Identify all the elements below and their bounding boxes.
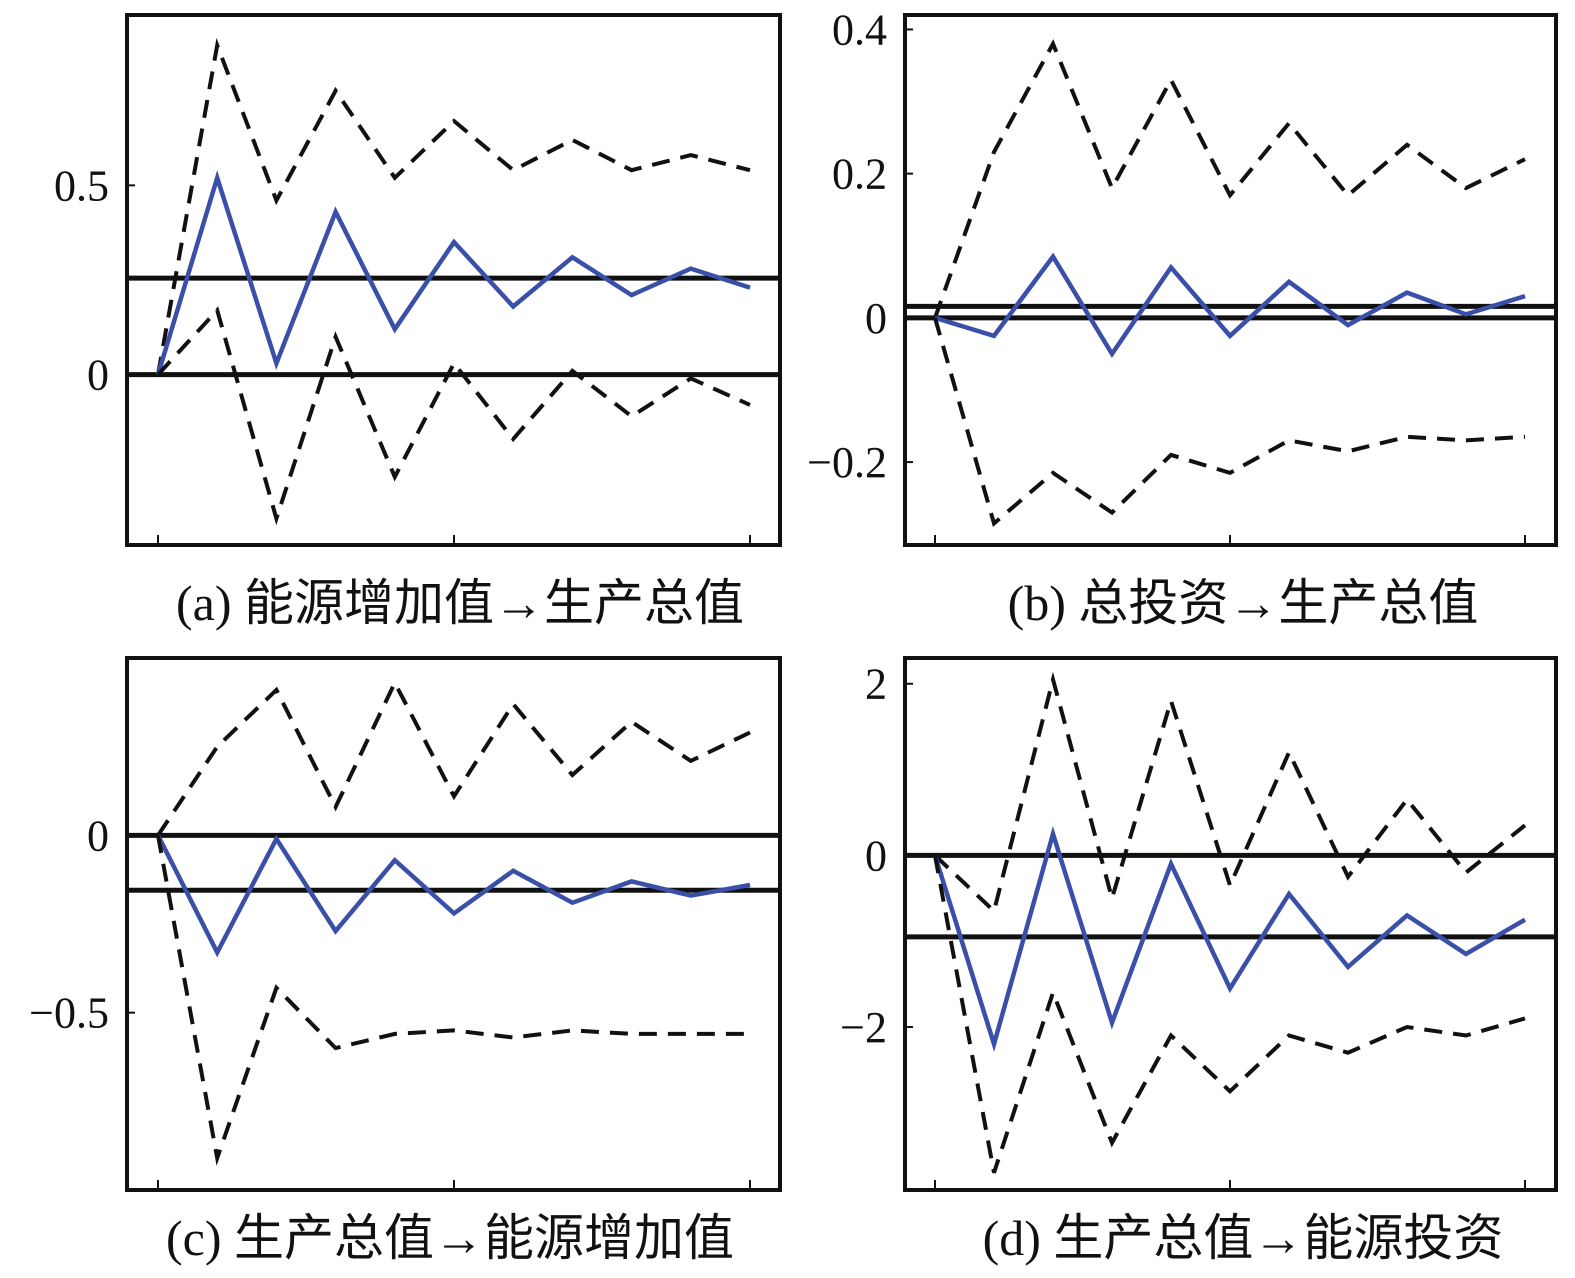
- y-tick-label: 2: [865, 660, 887, 709]
- plot-frame: [903, 656, 1558, 1192]
- lower-confidence-band: [156, 834, 750, 1166]
- panel-a: 0 0.5 (a) 能源增加值→生产总值: [54, 13, 782, 631]
- upper-confidence-band: [933, 671, 1527, 915]
- y-tick-label: 0: [865, 831, 887, 880]
- panel-caption: (c) 生产总值→能源增加值: [166, 1210, 734, 1266]
- lower-confidence-band: [933, 855, 1526, 1174]
- y-tick-label: 0: [87, 811, 109, 860]
- upper-confidence-band: [933, 39, 1526, 319]
- impulse-response-line: [934, 252, 1526, 359]
- impulse-response-line: [155, 170, 751, 376]
- y-tick-label: 0.5: [54, 161, 109, 210]
- lower-confidence-band: [933, 317, 1526, 527]
- y-tick-label: −0.5: [29, 989, 109, 1038]
- y-tick-label: 0.4: [832, 5, 887, 54]
- panel-caption: (b) 总投资→生产总值: [1008, 575, 1479, 631]
- y-tick-label: −0.2: [807, 438, 887, 487]
- impulse-response-line: [932, 825, 1527, 1053]
- lower-confidence-band: [156, 306, 751, 526]
- plot-frame: [903, 13, 1558, 547]
- impulse-response-line: [155, 834, 751, 958]
- upper-confidence-band: [156, 37, 751, 375]
- upper-confidence-band: [156, 678, 751, 837]
- panel-c: −0.5 0 (c) 生产总值→能源增加值: [29, 656, 782, 1266]
- panel-caption: (a) 能源增加值→生产总值: [176, 575, 744, 631]
- y-tick-label: 0: [865, 294, 887, 343]
- panel-d: −2 0 2 (d) 生产总值→能源投资: [840, 656, 1558, 1266]
- y-tick-label: 0: [87, 351, 109, 400]
- y-tick-label: 0.2: [832, 150, 887, 199]
- panel-caption: (d) 生产总值→能源投资: [983, 1210, 1504, 1266]
- y-tick-label: −2: [840, 1003, 887, 1052]
- panel-b: −0.2 0 0.2 0.4 (b) 总投资→生产总值: [807, 5, 1558, 631]
